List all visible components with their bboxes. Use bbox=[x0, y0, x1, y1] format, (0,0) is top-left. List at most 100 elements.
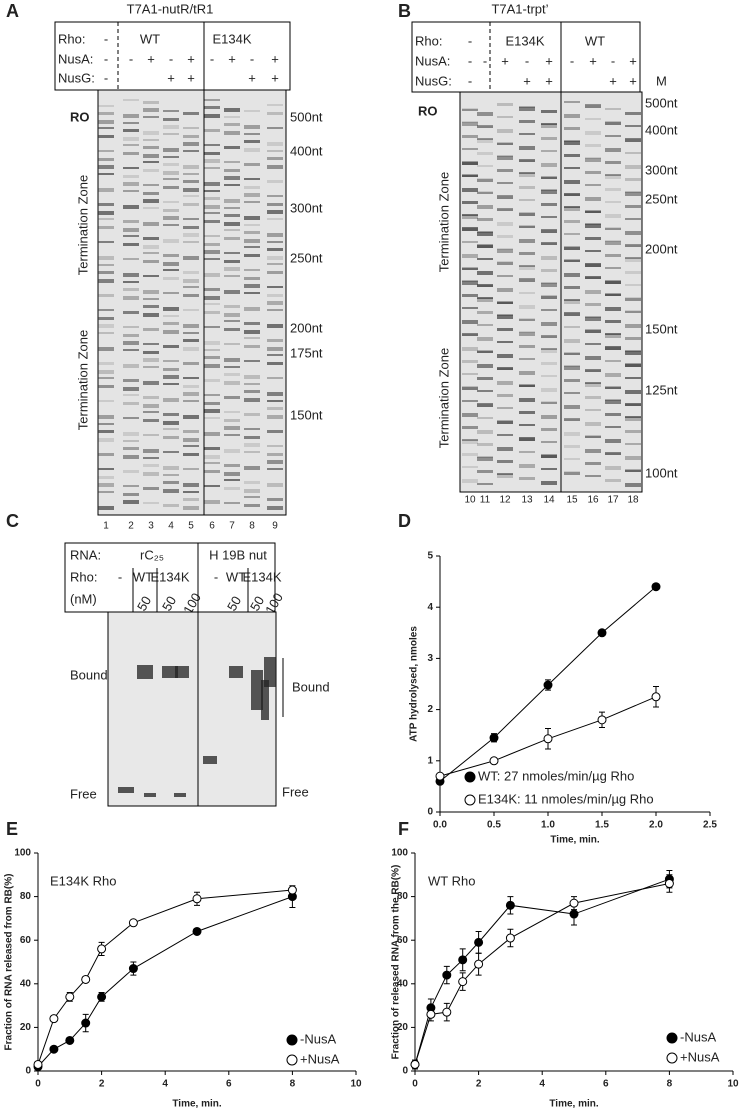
gel-band bbox=[605, 121, 621, 125]
gel-band bbox=[267, 362, 283, 365]
gel-band bbox=[143, 101, 159, 104]
gel-band bbox=[267, 430, 283, 433]
gel-band bbox=[163, 330, 179, 334]
gel-band bbox=[183, 195, 199, 197]
gel-band bbox=[224, 108, 240, 112]
rho-label: E134K bbox=[242, 569, 281, 584]
size-marker: 500nt bbox=[645, 95, 678, 110]
gel-band bbox=[244, 428, 260, 430]
gel-band bbox=[605, 174, 621, 176]
data-point bbox=[651, 692, 661, 702]
gel-band bbox=[497, 460, 513, 463]
gel-band bbox=[541, 216, 557, 218]
gel-band bbox=[462, 109, 478, 111]
lane-number: 8 bbox=[249, 521, 255, 532]
gel-band bbox=[605, 373, 621, 377]
gel-band bbox=[625, 470, 641, 472]
gel-band bbox=[519, 438, 535, 441]
gel-band bbox=[497, 222, 513, 226]
gel-band bbox=[564, 220, 580, 223]
gel-band bbox=[477, 390, 493, 392]
gel-band bbox=[183, 377, 199, 379]
gel-band bbox=[497, 142, 513, 145]
gel-band bbox=[204, 296, 220, 300]
x-tick-label: 4 bbox=[162, 1079, 168, 1090]
gel-band bbox=[123, 129, 139, 132]
gel-band bbox=[163, 224, 179, 226]
gel-band bbox=[144, 793, 156, 797]
nusa-label: + bbox=[545, 53, 553, 68]
gel-band bbox=[163, 375, 179, 379]
gel-band bbox=[118, 787, 134, 793]
gel-band bbox=[541, 375, 557, 377]
gel-band bbox=[625, 416, 641, 418]
data-point bbox=[442, 970, 452, 980]
gel-band bbox=[541, 309, 557, 311]
gel-band bbox=[244, 375, 260, 379]
gel-band bbox=[605, 334, 621, 338]
gel-band bbox=[143, 358, 159, 362]
gel-band bbox=[98, 438, 114, 442]
gel-band bbox=[477, 351, 493, 353]
gel-band bbox=[477, 404, 493, 407]
gel-band bbox=[564, 193, 580, 196]
gel-band bbox=[224, 343, 240, 345]
size-marker: 300nt bbox=[645, 162, 678, 177]
gel-band bbox=[625, 377, 641, 379]
x-tick-label: 4 bbox=[539, 1079, 545, 1090]
gel-band bbox=[477, 165, 493, 167]
data-point bbox=[49, 1014, 59, 1024]
gel-band bbox=[244, 133, 260, 135]
gel-band bbox=[163, 171, 179, 175]
gel-band bbox=[183, 498, 199, 501]
gel-band bbox=[519, 398, 535, 402]
gel-band bbox=[564, 432, 580, 436]
gel-band bbox=[143, 305, 159, 308]
gel-band bbox=[625, 311, 641, 313]
gel-band bbox=[244, 178, 260, 180]
gel-band bbox=[244, 254, 260, 257]
gel-band bbox=[625, 456, 641, 460]
gel-band bbox=[519, 159, 535, 162]
gel-band bbox=[267, 165, 283, 169]
rho-label: E134K bbox=[212, 31, 251, 46]
gel-band bbox=[519, 319, 535, 321]
gel-band bbox=[183, 339, 199, 342]
gel-band bbox=[183, 332, 199, 334]
gel-band bbox=[251, 670, 263, 710]
gel-band bbox=[605, 453, 621, 455]
series-line bbox=[37, 889, 293, 1065]
size-marker: 150nt bbox=[645, 321, 678, 336]
gel-band bbox=[204, 273, 220, 277]
rho-label: WT bbox=[585, 33, 605, 48]
gel-band bbox=[224, 373, 240, 376]
gel-band bbox=[585, 157, 601, 159]
gel-band bbox=[123, 122, 139, 124]
gel-band bbox=[564, 233, 580, 235]
gel-band bbox=[497, 261, 513, 265]
gel-band bbox=[564, 366, 580, 370]
gel-band bbox=[477, 457, 493, 461]
gel-band bbox=[244, 443, 260, 447]
gel-band bbox=[163, 239, 179, 243]
gel-band bbox=[183, 400, 199, 402]
gel-band bbox=[605, 241, 621, 245]
gel-band bbox=[123, 152, 139, 155]
gel-band bbox=[98, 226, 114, 229]
data-point bbox=[458, 977, 468, 987]
gel-band bbox=[163, 125, 179, 129]
gel-band bbox=[183, 233, 199, 237]
gel-band bbox=[224, 464, 240, 467]
gel-band bbox=[267, 210, 283, 214]
gel-band bbox=[162, 666, 178, 678]
gel-band bbox=[605, 122, 621, 125]
gel-band bbox=[605, 201, 621, 203]
nusa-label: + bbox=[147, 51, 155, 66]
gel-band bbox=[98, 264, 114, 266]
gel-band bbox=[224, 169, 240, 172]
gel-band bbox=[183, 135, 199, 138]
gel-band bbox=[497, 195, 513, 199]
gel-band bbox=[204, 190, 220, 192]
panel-letter: E bbox=[6, 819, 18, 839]
conc-label: 50 bbox=[159, 593, 179, 613]
